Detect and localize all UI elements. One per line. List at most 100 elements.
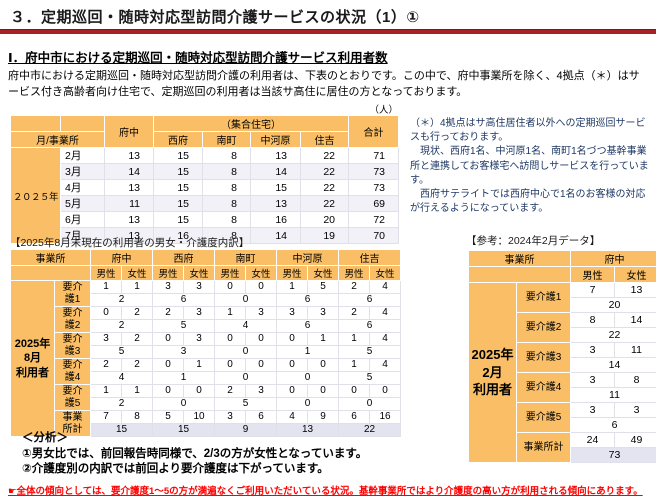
value-cell: 2 <box>121 332 153 346</box>
period-cell: 2025年 8月 利用者 <box>10 280 55 437</box>
monthly-row: 7月 13 16 8 14 19 70 <box>11 227 399 244</box>
value-cell: 8 <box>121 410 153 424</box>
value-cell: 0 <box>152 332 184 346</box>
value-cell: 14 <box>104 163 154 180</box>
care-level-cell: 要介護4 <box>54 358 91 385</box>
reference-value-row: 事業所計 24 49 <box>469 432 656 463</box>
month-cell: 6月 <box>60 211 105 228</box>
value-cell: 4 <box>369 332 401 346</box>
value-cell: 3 <box>214 410 246 424</box>
breakdown-value-row: 要介護5 1 1 0 0 2 3 0 0 0 0 <box>11 384 401 411</box>
breakdown-header-row-2: 男性 女性 男性 女性 男性 女性 男性 女性 男性 女性 <box>10 265 401 281</box>
office-header-fuchu: 府中 <box>570 250 656 267</box>
total-cell: 69 <box>348 195 399 212</box>
value-cell: 8 <box>202 227 251 244</box>
value-cell: 1 <box>276 280 308 294</box>
reference-value-row: 2025年 2月 利用者 要介護1 7 13 <box>468 282 656 463</box>
pointer-icon: ☛ <box>8 486 17 497</box>
value-cell: 0 <box>276 384 308 398</box>
value-cell: 1 <box>214 306 246 320</box>
value-cell: 16 <box>250 211 301 228</box>
value-cell: 0 <box>307 384 339 398</box>
value-cell: 16 <box>369 410 401 424</box>
subtotal-cell: 0 <box>214 371 277 385</box>
note-line: 西府サテライトでは西府中心で1名のお客様の対応が行えるようになっています。 <box>410 188 646 215</box>
value-cell: 8 <box>202 147 251 164</box>
footer-trend-text: 全体の傾向としては、要介護度1～5の方が満遍なくご利用いただいている状況。基幹事… <box>16 486 643 497</box>
value-cell: 14 <box>250 163 301 180</box>
monthly-row: 5月 11 15 8 13 22 69 <box>11 195 399 212</box>
value-cell: 0 <box>245 280 277 294</box>
value-cell: 5 <box>307 280 339 294</box>
monthly-header-row-2: 月/事業所 西府 南町 中河原 住吉 <box>10 131 399 148</box>
column-header-nakagawara: 中河原 <box>250 131 301 148</box>
monthly-users-table: 府中 （集合住宅） 合計 月/事業所 西府 南町 中河原 住吉 ２０２５年 2月 1… <box>10 115 399 244</box>
care-level-cell: 要介護1 <box>516 282 571 313</box>
value-cell: 1 <box>338 358 370 372</box>
subtotal-cell: 20 <box>570 297 656 313</box>
value-cell: 3 <box>570 402 615 418</box>
subtotal-cell: 6 <box>276 293 339 307</box>
value-cell: 0 <box>183 384 215 398</box>
value-cell: 3 <box>570 372 615 388</box>
subtotal-cell: 2 <box>90 319 153 333</box>
column-header-minamicho: 南町 <box>202 131 251 148</box>
breakdown-value-row: 2025年 8月 利用者 要介護1 1 1 3 3 0 0 1 5 2 4 <box>10 280 401 437</box>
gender-header-male: 男性 <box>214 265 246 281</box>
value-cell: 0 <box>214 332 246 346</box>
value-cell: 0 <box>152 358 184 372</box>
value-cell: 3 <box>183 332 215 346</box>
value-cell: 8 <box>614 372 656 388</box>
breakdown-header-row-1: 事業所 府中 西府 南町 中河原 住吉 <box>10 249 401 266</box>
care-level-cell: 要介護2 <box>54 306 91 333</box>
column-header-total: 合計 <box>348 115 399 148</box>
total-cell: 70 <box>348 227 399 244</box>
value-cell: 8 <box>202 195 251 212</box>
care-level-cell: 要介護3 <box>516 342 571 373</box>
value-cell: 14 <box>250 227 301 244</box>
reference-value-row: 要介護2 8 14 <box>469 312 656 343</box>
value-cell: 13 <box>614 282 656 298</box>
office-header-sumiyoshi: 住吉 <box>338 249 401 266</box>
gender-header-male: 男性 <box>152 265 184 281</box>
subtotal-cell: 0 <box>276 371 339 385</box>
reference-header-row-1: 事業所 府中 <box>468 250 656 267</box>
value-cell: 11 <box>614 342 656 358</box>
breakdown-caption: 【2025年8月末現在の利用者の男女・介護度内訳】 <box>10 237 250 249</box>
total-cell: 73 <box>348 163 399 180</box>
corner-empty-cell <box>60 115 105 132</box>
value-cell: 1 <box>90 280 122 294</box>
reference-subtotal-row: 11 <box>469 387 656 403</box>
analysis-heading: ＜分析＞ <box>22 432 68 444</box>
column-header-nishifu: 西府 <box>153 131 203 148</box>
value-cell: 3 <box>245 384 277 398</box>
subtotal-cell: 3 <box>152 345 215 359</box>
value-cell: 0 <box>307 358 339 372</box>
subtotal-cell: 0 <box>276 397 339 411</box>
year-cell: ２０２５年 <box>10 147 61 244</box>
value-cell: 2 <box>121 306 153 320</box>
value-cell: 1 <box>338 332 370 346</box>
value-cell: 4 <box>369 280 401 294</box>
gender-header-female: 女性 <box>614 266 656 283</box>
value-cell: 3 <box>152 280 184 294</box>
value-cell: 0 <box>276 358 308 372</box>
analysis-point: ①男女比では、前回報告時同様で、2/3の方が女性となっています。 <box>22 447 368 460</box>
total-cell: 72 <box>348 211 399 228</box>
asterisk-note: （＊）4拠点はサ高住居住者以外への定期巡回サービスも行っております。 現状、西府… <box>410 117 652 216</box>
value-cell: 15 <box>153 195 203 212</box>
value-cell: 3 <box>183 306 215 320</box>
subtotal-cell: 5 <box>90 345 153 359</box>
corner-header-office: 事業所 <box>468 250 571 267</box>
care-level-cell: 要介護1 <box>54 280 91 307</box>
note-line: 現状、西府1名、中河原1名、南町1名づつ基幹事業所と連携してお客様宅へ訪問しサー… <box>410 146 649 186</box>
subtotal-cell: 11 <box>570 387 656 403</box>
value-cell: 13 <box>250 147 301 164</box>
office-header-nakagawara: 中河原 <box>276 249 339 266</box>
subtotal-cell: 22 <box>338 423 401 437</box>
value-cell: 3 <box>245 306 277 320</box>
subtotal-cell: 22 <box>570 327 656 343</box>
footer-trend-note: ☛全体の傾向としては、要介護度1～5の方が満遍なくご利用いただいている状況。基幹… <box>8 483 654 497</box>
